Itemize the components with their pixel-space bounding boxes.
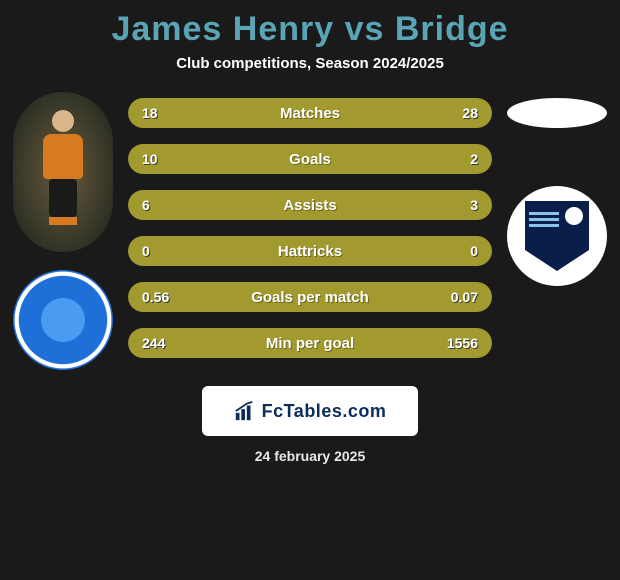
stat-bar: 1828Matches bbox=[128, 98, 492, 128]
page-title: James Henry vs Bridge bbox=[0, 10, 620, 49]
stat-bar: 00Hattricks bbox=[128, 236, 492, 266]
stat-label: Goals bbox=[128, 151, 492, 168]
shield-icon bbox=[525, 201, 589, 271]
subtitle: Club competitions, Season 2024/2025 bbox=[0, 55, 620, 72]
right-side-column bbox=[502, 92, 612, 286]
stat-bar: 0.560.07Goals per match bbox=[128, 282, 492, 312]
football-icon bbox=[565, 207, 583, 225]
club-crest-right bbox=[507, 186, 607, 286]
player-photo-left bbox=[13, 92, 113, 252]
waves-icon bbox=[529, 209, 559, 227]
fctables-logo-icon bbox=[234, 400, 256, 422]
comparison-card: James Henry vs Bridge Club competitions,… bbox=[0, 0, 620, 464]
lion-icon bbox=[41, 298, 85, 342]
stat-label: Assists bbox=[128, 197, 492, 214]
left-side-column bbox=[8, 92, 118, 370]
stat-label: Matches bbox=[128, 105, 492, 122]
stat-bar: 2441556Min per goal bbox=[128, 328, 492, 358]
stat-label: Goals per match bbox=[128, 289, 492, 306]
brand-text: FcTables.com bbox=[262, 401, 387, 422]
player-figure-icon bbox=[38, 110, 88, 230]
stats-column: 1828Matches 102Goals 63Assists 00Hattricks 0… bbox=[128, 92, 492, 358]
stat-label: Hattricks bbox=[128, 243, 492, 260]
main-row: 1828Matches 102Goals 63Assists 00Hattricks 0… bbox=[0, 92, 620, 370]
stat-bar: 102Goals bbox=[128, 144, 492, 174]
club-crest-left bbox=[13, 270, 113, 370]
stat-bar: 63Assists bbox=[128, 190, 492, 220]
date-line: 24 february 2025 bbox=[0, 448, 620, 464]
stat-label: Min per goal bbox=[128, 335, 492, 352]
player-photo-right-placeholder bbox=[507, 98, 607, 128]
brand-box[interactable]: FcTables.com bbox=[202, 386, 418, 436]
